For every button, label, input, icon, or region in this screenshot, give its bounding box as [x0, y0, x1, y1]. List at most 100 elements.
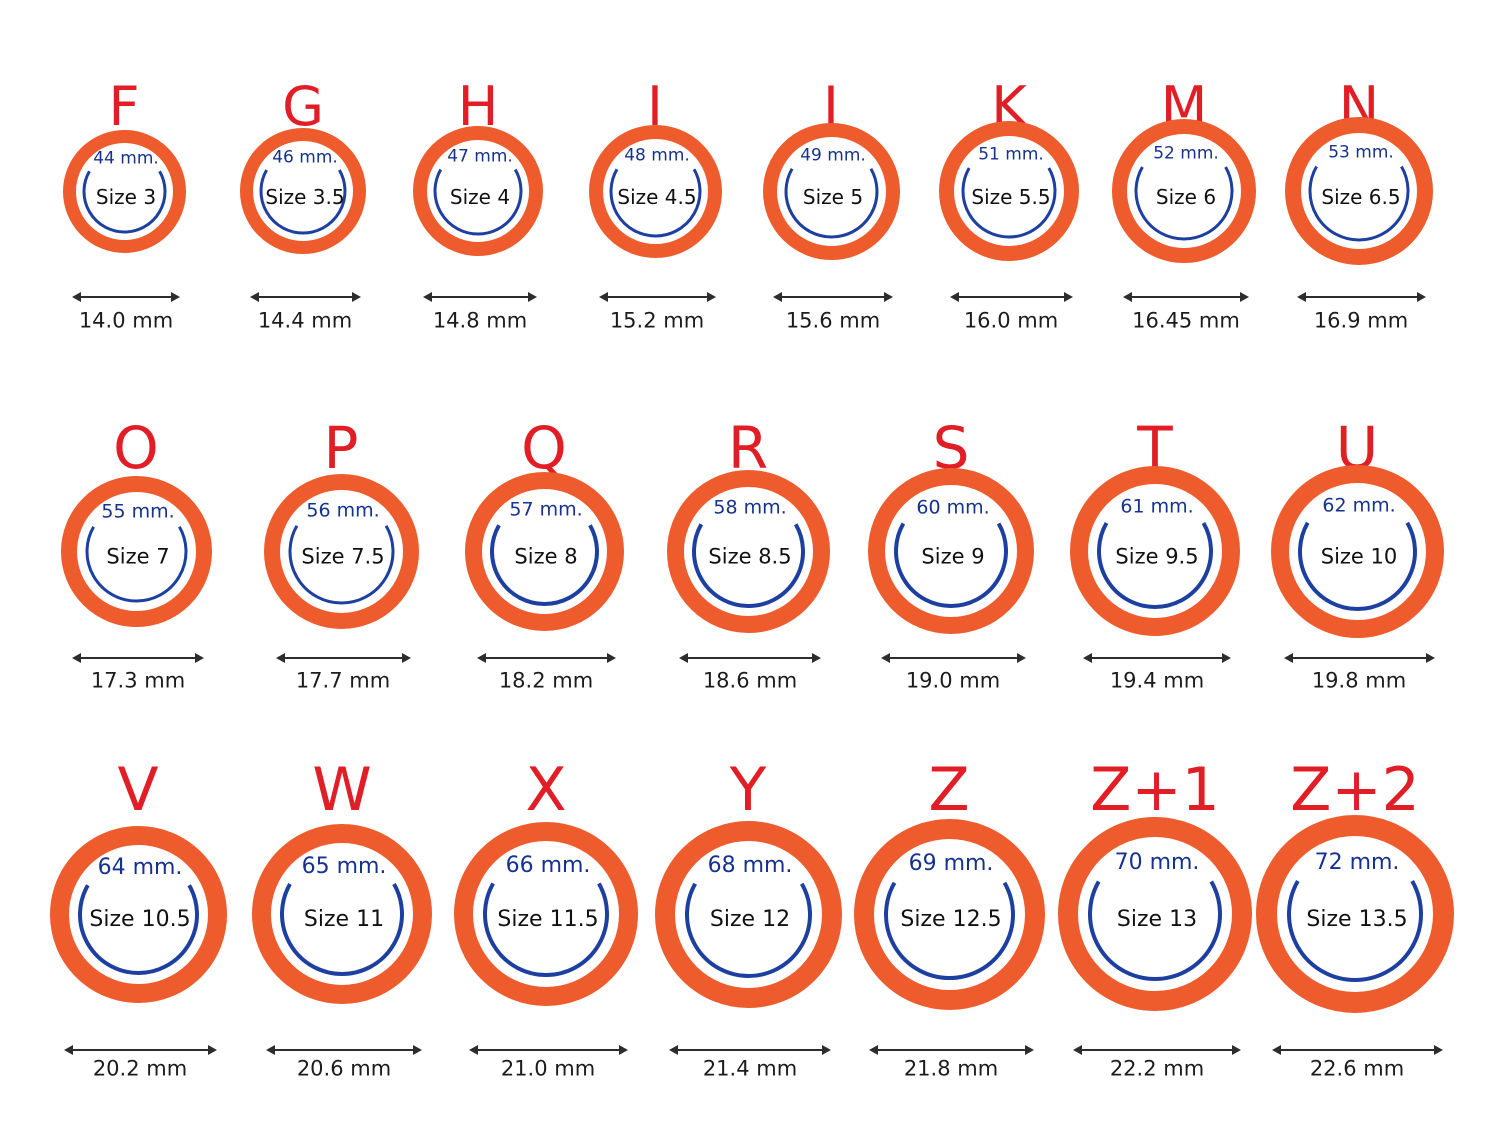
diameter-label: 14.0 mm	[78, 308, 174, 333]
inner-circumference-arc	[489, 523, 599, 606]
inner-arc-path	[433, 168, 523, 236]
inner-circumference-arc	[483, 882, 609, 977]
inner-arc-path	[259, 169, 347, 235]
us-size-label: Size 6	[1155, 185, 1217, 209]
us-size-label: Size 3.5	[265, 185, 345, 209]
diameter-arrow	[1283, 653, 1435, 663]
ring-circle: 52 mm. Size 6	[1112, 119, 1256, 263]
inner-circumference-arc	[1287, 880, 1423, 982]
diameter-arrow	[880, 653, 1026, 663]
ring-circle: 69 mm. Size 12.5	[853, 818, 1045, 1010]
circumference-label: 69 mm.	[908, 851, 994, 877]
circumference-label: 48 mm.	[624, 145, 690, 166]
diameter-arrow	[1123, 292, 1249, 302]
circumference-label: 58 mm.	[713, 496, 787, 519]
uk-size-letter: Z+1	[1090, 755, 1220, 825]
us-size-label: Size 11.5	[497, 907, 599, 932]
diameter-label: 14.8 mm	[432, 308, 528, 333]
uk-size-letter: Y	[729, 755, 767, 825]
circumference-label: 61 mm.	[1120, 495, 1194, 518]
diameter-arrow	[249, 292, 361, 302]
diameter-label: 21.4 mm	[702, 1056, 798, 1081]
uk-size-letter: V	[117, 755, 159, 825]
circumference-label: 46 mm.	[272, 147, 338, 168]
uk-size-letter: Q	[521, 414, 567, 482]
circumference-label: 52 mm.	[1153, 143, 1219, 164]
us-size-label: Size 5.5	[971, 185, 1051, 209]
inner-circumference-arc	[259, 169, 347, 235]
diameter-label: 20.6 mm	[296, 1056, 392, 1081]
ring-circle: 44 mm. Size 3	[62, 129, 186, 253]
diameter-arrow	[72, 292, 180, 302]
inner-arc-path	[288, 524, 394, 604]
uk-size-letter: Z+2	[1290, 755, 1420, 825]
diameter-arrow	[423, 292, 537, 302]
us-size-label: Size 12	[709, 907, 791, 932]
circumference-label: 47 mm.	[447, 146, 513, 167]
inner-circumference-arc	[1297, 521, 1417, 611]
inner-arc-path	[894, 522, 1008, 608]
inner-circumference-arc	[85, 525, 187, 602]
us-size-label: Size 7	[106, 544, 170, 569]
us-size-label: Size 12.5	[900, 907, 1002, 932]
circumference-label: 62 mm.	[1322, 494, 1396, 517]
inner-circumference-arc	[77, 883, 199, 975]
inner-arc-path	[1287, 880, 1423, 982]
diameter-arrow	[476, 653, 616, 663]
uk-size-letter: I	[647, 75, 663, 138]
inner-arc-path	[77, 883, 199, 975]
us-size-label: Size 11	[303, 907, 385, 932]
us-size-label: Size 7.5	[301, 544, 385, 569]
circumference-label: 56 mm.	[306, 499, 380, 522]
inner-circumference-arc	[691, 522, 805, 608]
circumference-label: 53 mm.	[1328, 142, 1394, 163]
inner-arc-path	[1297, 521, 1417, 611]
inner-arc-path	[1308, 165, 1410, 242]
diameter-label: 15.6 mm	[785, 308, 881, 333]
circumference-label: 64 mm.	[97, 855, 183, 881]
diameter-arrow	[468, 1045, 628, 1055]
ring-circle: 68 mm. Size 12	[654, 820, 842, 1008]
diameter-arrow	[266, 1045, 422, 1055]
diameter-label: 19.4 mm	[1109, 668, 1205, 693]
diameter-label: 20.2 mm	[92, 1056, 188, 1081]
inner-arc-path	[1097, 522, 1213, 609]
ring-circle: 66 mm. Size 11.5	[454, 822, 638, 1006]
diameter-arrow	[669, 1045, 831, 1055]
circumference-label: 44 mm.	[93, 148, 159, 169]
inner-circumference-arc	[433, 168, 523, 236]
us-size-label: Size 8.5	[708, 544, 792, 569]
diameter-label: 22.6 mm	[1309, 1056, 1405, 1081]
ring-circle: 48 mm. Size 4.5	[588, 124, 722, 258]
inner-arc-path	[684, 882, 812, 978]
inner-circumference-arc	[288, 524, 394, 604]
inner-circumference-arc	[1097, 522, 1213, 609]
circumference-label: 57 mm.	[509, 498, 583, 521]
diameter-label: 21.0 mm	[500, 1056, 596, 1081]
inner-circumference-arc	[961, 167, 1057, 239]
uk-size-letter: W	[312, 755, 372, 825]
ring-circle: 70 mm. Size 13	[1058, 817, 1252, 1011]
diameter-label: 17.7 mm	[295, 668, 391, 693]
circumference-label: 60 mm.	[916, 496, 990, 519]
us-size-label: Size 13	[1116, 907, 1198, 932]
inner-circumference-arc	[684, 882, 812, 978]
inner-circumference-arc	[883, 881, 1015, 980]
diameter-arrow	[679, 653, 821, 663]
diameter-arrow	[63, 1045, 217, 1055]
diameter-label: 15.2 mm	[609, 308, 705, 333]
diameter-arrow	[868, 1045, 1034, 1055]
inner-circumference-arc	[82, 170, 166, 233]
inner-arc-path	[883, 881, 1015, 980]
ring-circle: 56 mm. Size 7.5	[263, 473, 419, 629]
us-size-label: Size 4	[449, 185, 511, 209]
diameter-arrow	[949, 292, 1073, 302]
us-size-label: Size 10	[1320, 544, 1398, 569]
ring-circle: 55 mm. Size 7	[60, 475, 212, 627]
inner-arc-path	[1134, 166, 1234, 241]
inner-arc-path	[85, 525, 187, 602]
inner-arc-path	[489, 523, 599, 606]
circumference-label: 65 mm.	[301, 854, 387, 880]
us-size-label: Size 8	[514, 544, 578, 569]
